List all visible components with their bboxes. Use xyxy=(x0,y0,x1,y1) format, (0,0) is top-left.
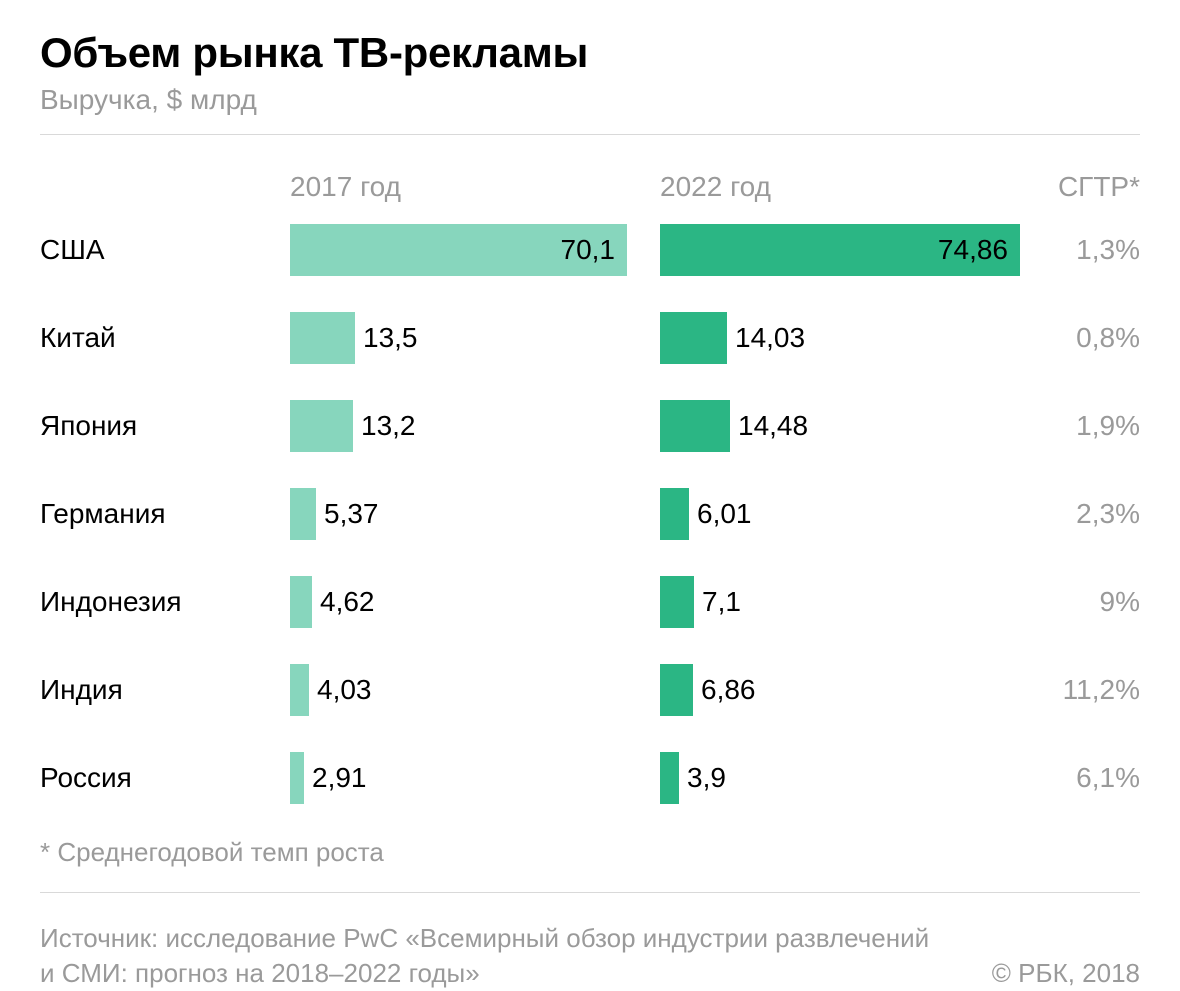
cagr-value: 9% xyxy=(1030,586,1140,618)
bar-2022 xyxy=(660,312,727,364)
country-label: Китай xyxy=(40,322,290,354)
top-divider xyxy=(40,134,1140,135)
cagr-value: 1,9% xyxy=(1030,410,1140,442)
bar-cell-2017: 13,2 xyxy=(290,400,660,452)
bar-value-label: 4,62 xyxy=(320,586,375,618)
table-row: Россия 2,91 3,9 6,1% xyxy=(40,749,1140,807)
bar-cell-2022: 14,48 xyxy=(660,400,1030,452)
table-row: Германия 5,37 6,01 2,3% xyxy=(40,485,1140,543)
country-label: Россия xyxy=(40,762,290,794)
cagr-value: 1,3% xyxy=(1030,234,1140,266)
source-text: Источник: исследование PwC «Всемирный об… xyxy=(40,921,940,991)
bar-value-label: 2,91 xyxy=(312,762,367,794)
chart-subtitle: Выручка, $ млрд xyxy=(40,84,1140,116)
header-year-2017: 2017 год xyxy=(290,171,660,203)
bar-value-label: 6,86 xyxy=(701,674,756,706)
bar-cell-2022: 6,01 xyxy=(660,488,1030,540)
bar-value-label: 70,1 xyxy=(290,234,627,266)
bar-value-label: 13,5 xyxy=(363,322,418,354)
country-label: Индия xyxy=(40,674,290,706)
bar-2017 xyxy=(290,576,312,628)
bar-value-label: 6,01 xyxy=(697,498,752,530)
bar-2017: 70,1 xyxy=(290,224,627,276)
bar-2022 xyxy=(660,488,689,540)
bar-2017 xyxy=(290,752,304,804)
cagr-value: 6,1% xyxy=(1030,762,1140,794)
country-label: Германия xyxy=(40,498,290,530)
table-row: Индия 4,03 6,86 11,2% xyxy=(40,661,1140,719)
footnote: * Среднегодовой темп роста xyxy=(40,837,1140,868)
bar-2022 xyxy=(660,752,679,804)
column-headers: 2017 год 2022 год СГТР* xyxy=(40,171,1140,203)
bar-cell-2017: 4,62 xyxy=(290,576,660,628)
country-label: Индонезия xyxy=(40,586,290,618)
bar-2022 xyxy=(660,400,730,452)
bar-2022 xyxy=(660,664,693,716)
bar-cell-2017: 13,5 xyxy=(290,312,660,364)
bar-cell-2017: 2,91 xyxy=(290,752,660,804)
bar-2017 xyxy=(290,488,316,540)
bar-cell-2017: 4,03 xyxy=(290,664,660,716)
bar-2022: 74,86 xyxy=(660,224,1020,276)
bar-cell-2022: 6,86 xyxy=(660,664,1030,716)
bar-2017 xyxy=(290,400,353,452)
header-year-2022: 2022 год xyxy=(660,171,1030,203)
bar-cell-2022: 74,86 xyxy=(660,224,1030,276)
bar-2017 xyxy=(290,312,355,364)
bar-value-label: 14,03 xyxy=(735,322,805,354)
bar-value-label: 74,86 xyxy=(660,234,1020,266)
bottom-divider xyxy=(40,892,1140,893)
header-cagr: СГТР* xyxy=(1030,171,1140,203)
chart-rows: США70,1 74,86 1,3% Китай 13,5 14,03 0,8% Япония… xyxy=(40,221,1140,807)
bar-2022 xyxy=(660,576,694,628)
cagr-value: 11,2% xyxy=(1030,674,1140,706)
bar-value-label: 3,9 xyxy=(687,762,726,794)
table-row: Китай 13,5 14,03 0,8% xyxy=(40,309,1140,367)
country-label: Япония xyxy=(40,410,290,442)
bar-cell-2017: 70,1 xyxy=(290,224,660,276)
bar-value-label: 13,2 xyxy=(361,410,416,442)
table-row: США70,1 74,86 1,3% xyxy=(40,221,1140,279)
bar-2017 xyxy=(290,664,309,716)
bar-value-label: 5,37 xyxy=(324,498,379,530)
bar-value-label: 7,1 xyxy=(702,586,741,618)
country-label: США xyxy=(40,234,290,266)
bar-value-label: 4,03 xyxy=(317,674,372,706)
copyright: © РБК, 2018 xyxy=(940,956,1140,991)
chart-title: Объем рынка ТВ-рекламы xyxy=(40,28,1140,78)
bar-cell-2022: 14,03 xyxy=(660,312,1030,364)
table-row: Индонезия 4,62 7,1 9% xyxy=(40,573,1140,631)
cagr-value: 2,3% xyxy=(1030,498,1140,530)
cagr-value: 0,8% xyxy=(1030,322,1140,354)
bar-cell-2022: 3,9 xyxy=(660,752,1030,804)
bar-value-label: 14,48 xyxy=(738,410,808,442)
bar-cell-2022: 7,1 xyxy=(660,576,1030,628)
bar-cell-2017: 5,37 xyxy=(290,488,660,540)
table-row: Япония 13,2 14,48 1,9% xyxy=(40,397,1140,455)
